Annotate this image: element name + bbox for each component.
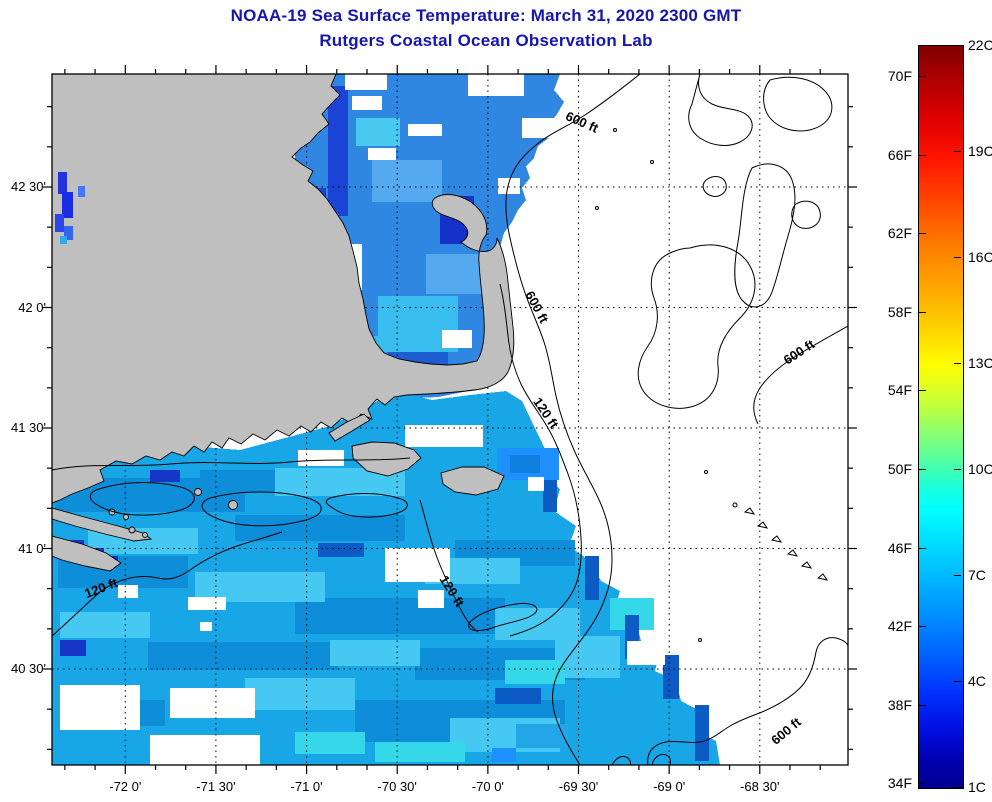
colorbar-tick: [954, 575, 961, 576]
colorbar-fahrenheit-label: 42F: [887, 618, 912, 635]
x-tick-label: -71 0': [290, 779, 323, 794]
colorbar-fahrenheit-label: 34F: [887, 775, 912, 792]
colorbar-tick: [919, 390, 926, 392]
x-tick-label: -71 30': [196, 779, 236, 794]
y-tick-label: 40 30': [10, 661, 46, 676]
land-long-island-south-fork: [52, 535, 122, 572]
y-tick-label: 41 30': [10, 420, 46, 435]
colorbar-tick: [954, 363, 961, 364]
land-layer: [52, 74, 515, 572]
colorbar-celsius-label: 1C: [968, 779, 986, 795]
colorbar: [918, 45, 964, 789]
x-tick-label: -69 30': [558, 779, 599, 794]
colorbar-fahrenheit-label: 58F: [887, 303, 912, 320]
colorbar-tick: [919, 704, 926, 706]
figure-subtitle: Rutgers Coastal Ocean Observation Lab: [319, 31, 653, 50]
x-tick-label: -70 0': [471, 779, 504, 794]
colorbar-fahrenheit-label: 70F: [887, 68, 912, 85]
land-long-island-north-fork: [52, 507, 153, 542]
colorbar-tick: [954, 681, 961, 682]
colorbar-celsius-label: 16C: [968, 249, 992, 265]
colorbar-tick: [954, 45, 961, 46]
bathymetry-contours: [52, 74, 848, 765]
colorbar-tick: [919, 783, 926, 785]
y-tick-label: 42 30': [10, 179, 46, 194]
colorbar-fahrenheit-label: 66F: [887, 146, 912, 163]
land-elizabeth-islands: [328, 413, 371, 442]
colorbar-tick: [919, 154, 926, 156]
colorbar-fahrenheit-label: 50F: [887, 461, 912, 477]
colorbar-celsius-label: 10C: [968, 461, 992, 477]
y-tick-label: 41 0': [18, 540, 46, 556]
y-tick-label: 42 0': [18, 299, 46, 315]
land-mainland-cape-cod: [52, 74, 515, 504]
colorbar-fahrenheit-label: 46F: [887, 539, 912, 556]
colorbar-tick: [919, 626, 926, 628]
colorbar-tick: [954, 257, 961, 258]
land-block-island: [228, 500, 238, 510]
colorbar-tick: [954, 469, 961, 470]
colorbar-tick: [919, 233, 926, 235]
colorbar-fahrenheit-label: 62F: [887, 225, 912, 242]
colorbar-tick: [954, 151, 961, 152]
x-tick-label: -69 0': [653, 779, 686, 794]
colorbar-tick: [919, 547, 926, 549]
figure-title: NOAA-19 Sea Surface Temperature: March 3…: [230, 6, 742, 25]
colorbar-celsius-label: 7C: [968, 567, 986, 583]
colorbar-tick: [919, 311, 926, 313]
colorbar-tick: [919, 76, 926, 78]
axis-ticks: [43, 65, 857, 774]
x-tick-label: -70 30': [377, 779, 417, 794]
x-tick-label: -68 30': [740, 779, 780, 794]
colorbar-tick: [919, 469, 926, 470]
land-nantucket: [440, 466, 505, 496]
colorbar-celsius-label: 22C: [968, 37, 992, 53]
x-tick-label: -72 0': [109, 779, 142, 794]
colorbar-celsius-label: 4C: [968, 673, 986, 689]
colorbar-fahrenheit-label: 54F: [887, 382, 912, 399]
colorbar-celsius-label: 19C: [968, 143, 992, 159]
plot-frame: [51, 73, 849, 766]
colorbar-celsius-label: 13C: [968, 355, 992, 371]
inland-lake-sst: [55, 172, 85, 244]
colorbar-tick: [954, 787, 961, 788]
colorbar-fahrenheit-label: 38F: [887, 696, 912, 713]
